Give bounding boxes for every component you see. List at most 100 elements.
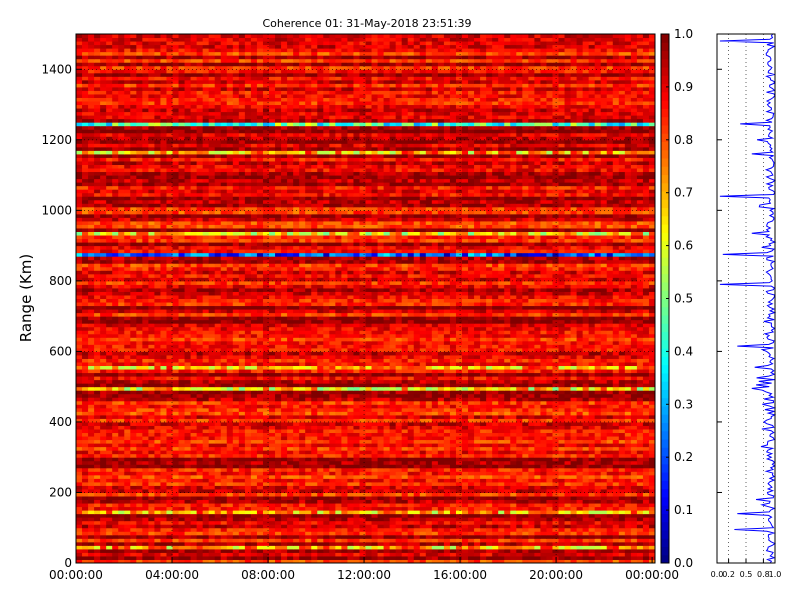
heatmap-cell <box>118 548 125 553</box>
heatmap-cell <box>582 506 590 511</box>
heatmap-cell <box>166 446 173 451</box>
heatmap-cell <box>486 481 493 486</box>
heatmap-cell <box>431 555 439 560</box>
heatmap-cell <box>582 464 590 469</box>
heatmap-cell <box>220 425 228 430</box>
heatmap-cell <box>600 464 608 469</box>
heatmap-cell <box>437 453 445 458</box>
heatmap-cell <box>317 443 324 448</box>
heatmap-cell <box>76 527 83 532</box>
heatmap-cell <box>425 397 433 402</box>
heatmap-cell <box>208 524 216 529</box>
heatmap-cell <box>305 421 312 426</box>
heatmap-cell <box>112 390 119 395</box>
heatmap-cell <box>534 524 541 529</box>
heatmap-cell <box>94 506 101 511</box>
heatmap-cell <box>100 527 107 532</box>
heatmap-cell <box>262 446 270 451</box>
heatmap-cell <box>365 414 373 419</box>
heatmap-cell <box>262 506 270 511</box>
heatmap-cell <box>480 488 487 493</box>
heatmap-cell <box>287 474 294 479</box>
heatmap-cell <box>281 513 288 518</box>
heatmap-cell <box>281 510 288 515</box>
heatmap-cell <box>401 425 409 430</box>
heatmap-cell <box>564 428 572 434</box>
heatmap-cell <box>455 383 463 388</box>
heatmap-cell <box>112 467 119 472</box>
heatmap-cell <box>88 457 95 462</box>
heatmap-cell <box>178 524 186 529</box>
heatmap-cell <box>576 450 584 455</box>
heatmap-cell <box>106 552 113 557</box>
heatmap-cell <box>232 460 240 465</box>
heatmap-cell <box>256 510 264 515</box>
heatmap-cell <box>401 506 409 511</box>
heatmap-cell <box>492 421 499 426</box>
heatmap-cell <box>220 390 228 395</box>
heatmap-cell <box>190 436 198 441</box>
heatmap-cell <box>564 488 572 493</box>
heatmap-cell <box>642 520 650 525</box>
heatmap-cell <box>329 510 336 515</box>
heatmap-cell <box>100 513 107 518</box>
heatmap-cell <box>244 474 252 479</box>
heatmap-cell <box>232 428 240 434</box>
heatmap-cell <box>160 383 167 388</box>
heatmap-cell <box>582 443 590 448</box>
heatmap-cell <box>160 386 167 391</box>
heatmap-cell <box>269 418 276 423</box>
heatmap-cell <box>383 460 391 465</box>
heatmap-cell <box>516 474 523 479</box>
heatmap-cell <box>365 439 373 444</box>
heatmap-cell <box>437 457 445 462</box>
heatmap-cell <box>208 457 216 462</box>
heatmap-cell <box>124 527 131 532</box>
heatmap-cell <box>492 390 499 395</box>
heatmap-cell <box>630 520 638 525</box>
heatmap-cell <box>437 481 445 486</box>
heatmap-cell <box>570 495 578 501</box>
heatmap-cell <box>88 555 95 560</box>
heatmap-cell <box>256 407 264 412</box>
heatmap-cell <box>178 411 186 416</box>
heatmap-cell <box>510 393 517 398</box>
heatmap-cell <box>136 379 143 384</box>
heatmap-cell <box>335 432 342 437</box>
heatmap-cell <box>618 503 626 508</box>
heatmap-cell <box>341 397 348 402</box>
heatmap-cell <box>480 548 487 553</box>
heatmap-cell <box>612 425 620 430</box>
heatmap-cell <box>407 464 415 469</box>
heatmap-cell <box>431 471 439 476</box>
heatmap-cell <box>184 552 192 557</box>
heatmap-cell <box>606 446 614 451</box>
heatmap-cell <box>76 495 83 501</box>
heatmap-cell <box>323 443 330 448</box>
heatmap-cell <box>365 453 373 458</box>
heatmap-cell <box>208 552 216 557</box>
heatmap-cell <box>172 552 180 557</box>
heatmap-cell <box>100 510 107 515</box>
heatmap-cell <box>299 450 306 455</box>
heatmap-cell <box>540 524 547 529</box>
heatmap-cell <box>196 418 204 423</box>
heatmap-cell <box>293 559 300 564</box>
heatmap-cell <box>281 520 288 525</box>
heatmap-cell <box>287 443 294 448</box>
heatmap-cell <box>419 527 427 532</box>
heatmap-cell <box>600 407 608 412</box>
heatmap-cell <box>130 386 137 391</box>
heatmap-cell <box>516 499 523 504</box>
heatmap-cell <box>492 397 499 402</box>
heatmap-cell <box>232 386 240 391</box>
heatmap-cell <box>648 545 656 550</box>
heatmap-cell <box>377 503 385 508</box>
heatmap-cell <box>142 418 149 423</box>
heatmap-cell <box>419 425 427 430</box>
heatmap-cell <box>534 513 541 518</box>
heatmap-cell <box>642 390 650 395</box>
heatmap-cell <box>419 520 427 525</box>
heatmap-cell <box>154 559 161 564</box>
heatmap-cell <box>256 457 264 462</box>
